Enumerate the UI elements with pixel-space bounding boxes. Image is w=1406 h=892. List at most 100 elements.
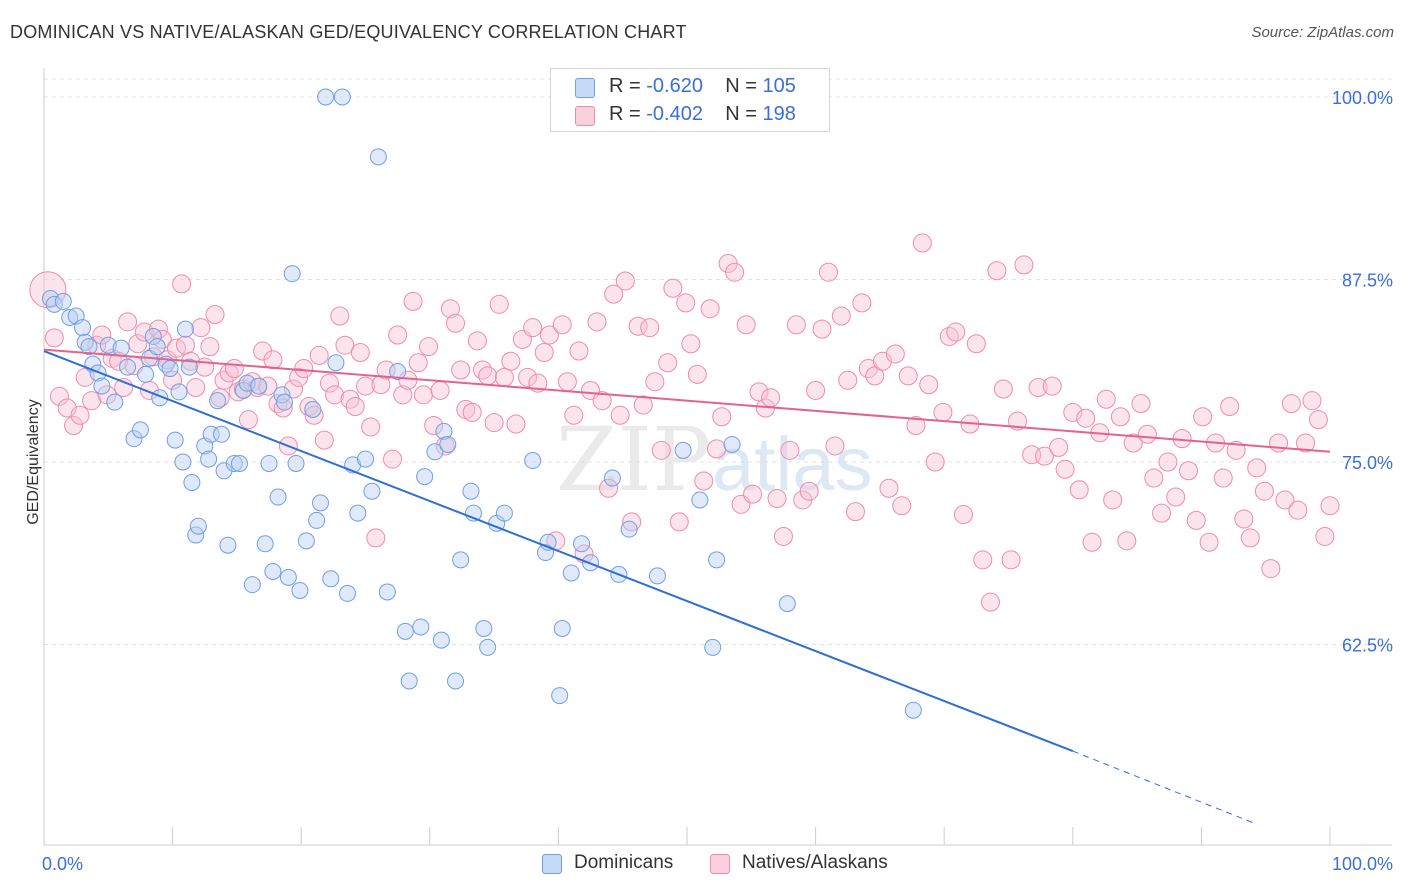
dominicans-point	[363, 482, 381, 500]
natives-point	[773, 526, 793, 546]
natives-point	[687, 364, 707, 384]
natives-point	[478, 366, 498, 386]
natives-point	[845, 502, 865, 522]
natives-point	[1199, 532, 1219, 552]
natives-point	[892, 496, 912, 516]
dominicans-point	[573, 535, 591, 553]
natives-point	[1269, 433, 1289, 453]
natives-point	[1110, 407, 1130, 427]
dominicans-point	[396, 622, 414, 640]
dominicans-point	[80, 338, 98, 356]
natives-point	[64, 416, 84, 435]
natives-point	[1103, 490, 1123, 510]
natives-point	[658, 353, 678, 373]
dominicans-point	[562, 564, 580, 582]
natives-point	[393, 385, 413, 405]
natives-point	[1137, 424, 1157, 444]
natives-point	[1281, 394, 1301, 414]
dominicans-point	[432, 631, 450, 649]
y-tick-label: 62.5%	[1342, 636, 1393, 656]
dominicans-legend-swatch	[542, 854, 562, 874]
natives-point	[1296, 433, 1316, 453]
natives-point	[973, 550, 993, 570]
dominicans-point	[61, 308, 79, 326]
dominicans-point	[209, 392, 227, 410]
natives-point	[356, 376, 375, 396]
dominicans-point	[260, 454, 278, 472]
dominicans-point	[426, 443, 444, 461]
natives-point	[933, 402, 953, 422]
natives-r-value: -0.402	[646, 103, 703, 125]
dominicans-point	[435, 422, 453, 440]
natives-point	[345, 397, 365, 417]
dominicans-point	[264, 563, 282, 580]
dominicans-point	[45, 295, 63, 313]
dominicans-points	[41, 88, 922, 719]
dominicans-point	[106, 393, 124, 411]
natives-point	[569, 341, 589, 361]
natives-point	[366, 528, 386, 548]
dominicans-point	[230, 454, 248, 472]
dominicans-trend-extension	[1072, 750, 1254, 824]
natives-point	[440, 299, 460, 319]
dominicans-point	[166, 431, 184, 449]
dominicans-point	[54, 292, 72, 310]
natives-point	[1144, 468, 1164, 488]
natives-point	[518, 367, 538, 387]
natives-point	[663, 278, 683, 298]
natives-point	[1234, 509, 1254, 529]
dominicans-point	[250, 377, 268, 395]
natives-point	[1096, 389, 1116, 409]
natives-point	[539, 325, 559, 345]
dominicans-point	[176, 320, 194, 338]
trend-lines	[43, 348, 1331, 824]
dominicans-point	[174, 453, 192, 471]
natives-point	[330, 306, 350, 326]
natives-point	[1186, 510, 1206, 530]
natives-point	[1069, 480, 1089, 500]
dominicans-point	[452, 551, 470, 569]
natives-point	[163, 370, 183, 390]
natives-point	[172, 274, 192, 294]
source-label: Source: ZipAtlas.com	[1251, 24, 1394, 41]
y-tick-label: 87.5%	[1342, 271, 1393, 291]
natives-point	[712, 407, 732, 427]
natives-point	[462, 402, 482, 422]
natives-point	[294, 359, 314, 379]
natives-point	[838, 370, 858, 390]
natives-point	[1076, 408, 1096, 428]
natives-point	[633, 395, 653, 415]
natives-point	[49, 386, 69, 406]
natives-point	[1055, 459, 1075, 479]
dominicans-point	[137, 365, 155, 383]
natives-point	[1213, 468, 1233, 488]
natives-point	[1315, 526, 1335, 546]
natives-points	[29, 233, 1340, 612]
natives-point	[200, 337, 220, 357]
stats-legend: R = -0.620 N = 105 R = -0.402 N = 198	[550, 68, 830, 132]
dominicans-point	[333, 88, 351, 106]
dominicans-point	[327, 354, 345, 372]
natives-legend-label: Natives/Alaskans	[742, 852, 888, 873]
natives-point	[489, 294, 509, 314]
dominicans-point	[648, 567, 666, 585]
y-tick-label: 75.0%	[1342, 453, 1393, 473]
dominicans-point	[603, 469, 621, 487]
natives-point	[799, 481, 819, 501]
natives-point	[1001, 550, 1021, 570]
dominicans-point	[723, 435, 741, 453]
natives-point	[825, 436, 845, 456]
dominicans-point	[291, 581, 309, 599]
x-tick-label-start: 0.0%	[42, 854, 83, 874]
natives-point	[1158, 452, 1178, 472]
natives-point	[599, 478, 619, 498]
natives-point	[786, 315, 806, 335]
natives-point	[780, 440, 800, 460]
natives-point	[640, 318, 660, 338]
natives-point	[1028, 378, 1048, 398]
natives-point	[1123, 433, 1143, 453]
natives-point	[325, 385, 345, 405]
natives-point	[467, 331, 487, 351]
dominicans-point	[308, 511, 326, 529]
